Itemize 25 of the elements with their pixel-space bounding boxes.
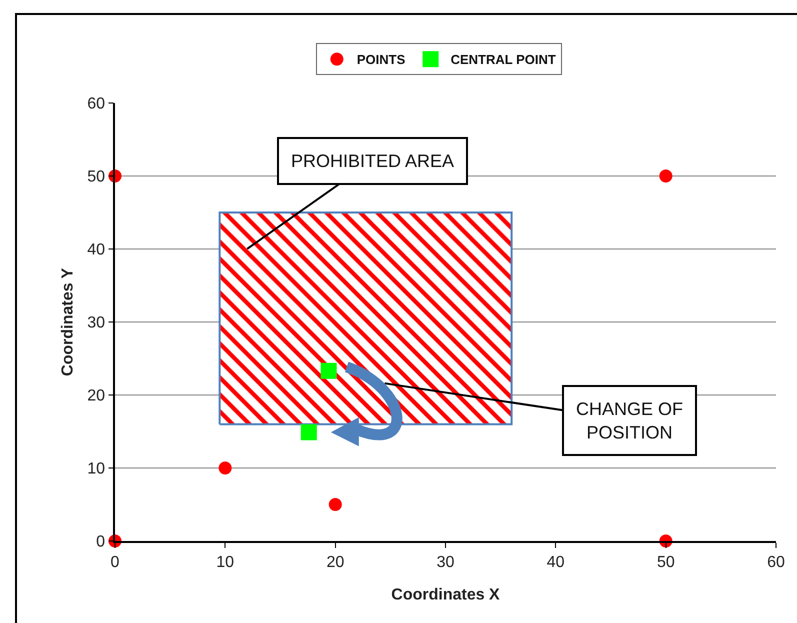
y-tick-label: 20 xyxy=(87,388,106,405)
x-tick-label: 40 xyxy=(546,554,565,571)
y-tick-label: 40 xyxy=(87,242,106,259)
y-tick-label: 10 xyxy=(87,460,106,478)
annotation: CHANGE OF POSITION xyxy=(576,399,684,442)
x-tick-label: 30 xyxy=(436,554,454,571)
point xyxy=(218,462,232,474)
y-tick-label: 30 xyxy=(87,314,106,332)
x-tick-label: 60 xyxy=(767,554,785,571)
x-tick-label: 50 xyxy=(656,554,675,571)
point xyxy=(659,170,672,182)
x-tick-label: 20 xyxy=(326,554,344,571)
x-axis-title: Coordinates X xyxy=(391,586,500,604)
legend-label: POINTS xyxy=(356,52,406,68)
x-tick-label: 10 xyxy=(216,554,234,571)
point xyxy=(300,424,317,440)
annotation: PROHIBITED AREA xyxy=(291,151,454,171)
y-axis-title: Coordinates Y xyxy=(60,268,76,376)
point xyxy=(328,498,342,511)
y-tick-label: 60 xyxy=(87,96,106,113)
point xyxy=(320,362,337,379)
y-tick-label: 50 xyxy=(87,168,106,186)
y-tick-label: 0 xyxy=(96,534,106,551)
x-tick-label: 0 xyxy=(110,554,120,571)
legend-label: CENTRAL POINT xyxy=(450,52,556,68)
